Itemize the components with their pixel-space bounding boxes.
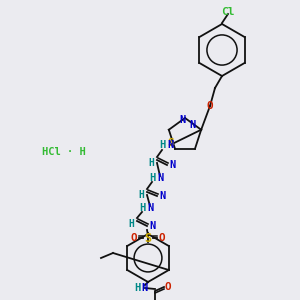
Text: O: O: [165, 282, 171, 292]
Text: H: H: [139, 203, 145, 213]
Text: S: S: [144, 232, 152, 244]
Text: O: O: [159, 233, 165, 243]
Text: N: N: [158, 173, 164, 183]
Text: H: H: [128, 219, 134, 229]
Text: H: H: [159, 140, 165, 150]
Text: H: H: [134, 283, 140, 293]
Text: H: H: [149, 173, 155, 183]
Text: N: N: [148, 203, 154, 213]
Text: N: N: [169, 160, 175, 170]
Text: N: N: [149, 221, 155, 231]
Text: O: O: [130, 233, 137, 243]
Text: S: S: [168, 138, 174, 148]
Text: Cl: Cl: [221, 7, 235, 17]
Text: H: H: [148, 158, 154, 168]
Text: N: N: [190, 120, 196, 130]
Text: O: O: [207, 101, 213, 111]
Text: H: H: [138, 190, 144, 200]
Text: N: N: [142, 283, 148, 293]
Text: HCl · H: HCl · H: [42, 147, 86, 157]
Text: N: N: [167, 140, 173, 150]
Text: N: N: [180, 115, 186, 125]
Text: N: N: [159, 191, 165, 201]
